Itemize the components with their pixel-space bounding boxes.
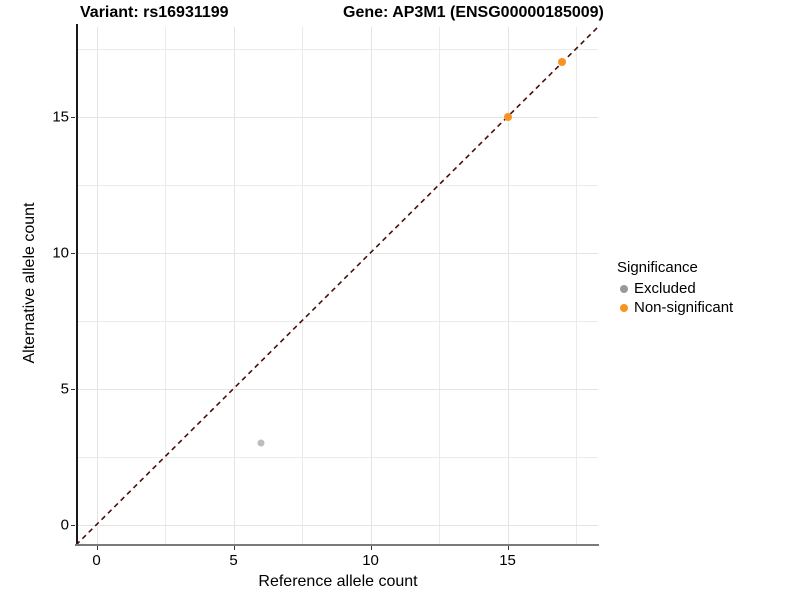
y-axis-line xyxy=(76,24,78,546)
y-tick-label: 5 xyxy=(60,380,69,398)
y-tick-label: 15 xyxy=(52,108,69,126)
y-tick-mark xyxy=(71,252,75,254)
gridline-vertical xyxy=(302,27,303,545)
y-tick-mark xyxy=(71,524,75,526)
gridline-vertical xyxy=(439,27,440,545)
legend-title: Significance xyxy=(617,259,698,276)
legend-item-label: Excluded xyxy=(634,280,696,297)
legend-item-excluded[interactable]: Excluded xyxy=(617,279,795,298)
gridline-vertical xyxy=(234,27,235,545)
x-tick-label: 15 xyxy=(499,552,516,569)
gridline-vertical xyxy=(165,27,166,545)
x-axis-title: Reference allele count xyxy=(258,573,418,590)
legend-swatch xyxy=(617,279,631,298)
gridline-horizontal xyxy=(76,117,598,118)
legend: Significance Excluded Non-significant xyxy=(617,259,795,317)
diagonal-reference-line xyxy=(76,27,598,545)
legend-item-label: Non-significant xyxy=(634,299,734,316)
gridline-vertical xyxy=(97,27,98,545)
variant-title: Variant: rs16931199 xyxy=(80,4,229,21)
x-tick-mark xyxy=(96,546,98,550)
y-axis-title: Alternative allele count xyxy=(21,202,38,364)
x-tick-label: 0 xyxy=(92,552,101,569)
gridline-horizontal xyxy=(76,457,598,458)
gridline-vertical xyxy=(508,27,509,545)
gridlines xyxy=(76,27,598,545)
legend-dot-icon xyxy=(620,284,628,293)
x-tick-label: 5 xyxy=(229,552,238,569)
gridline-horizontal xyxy=(76,185,598,186)
y-tick-label: 0 xyxy=(60,516,69,534)
gene-title: Gene: AP3M1 (ENSG00000185009) xyxy=(343,4,604,21)
plot-panel xyxy=(76,27,598,545)
legend-items: Excluded Non-significant xyxy=(617,279,795,317)
gridline-vertical xyxy=(371,27,372,545)
gridline-vertical xyxy=(576,27,577,545)
gridline-horizontal xyxy=(76,253,598,254)
legend-dot-icon xyxy=(620,303,628,312)
x-tick-mark xyxy=(370,546,372,550)
y-tick-mark xyxy=(71,388,75,390)
x-tick-mark xyxy=(233,546,235,550)
gridline-horizontal xyxy=(76,49,598,50)
gridline-horizontal xyxy=(76,525,598,526)
y-tick-label: 10 xyxy=(52,244,69,262)
legend-swatch xyxy=(617,298,631,317)
legend-item-non-significant[interactable]: Non-significant xyxy=(617,298,795,317)
x-axis-line xyxy=(75,544,599,546)
gridline-horizontal xyxy=(76,389,598,390)
chart-title-row: Variant: rs16931199 Gene: AP3M1 (ENSG000… xyxy=(0,0,800,28)
gridline-horizontal xyxy=(76,321,598,322)
x-tick-mark xyxy=(507,546,509,550)
x-tick-label: 10 xyxy=(362,552,379,569)
y-tick-mark xyxy=(71,116,75,118)
